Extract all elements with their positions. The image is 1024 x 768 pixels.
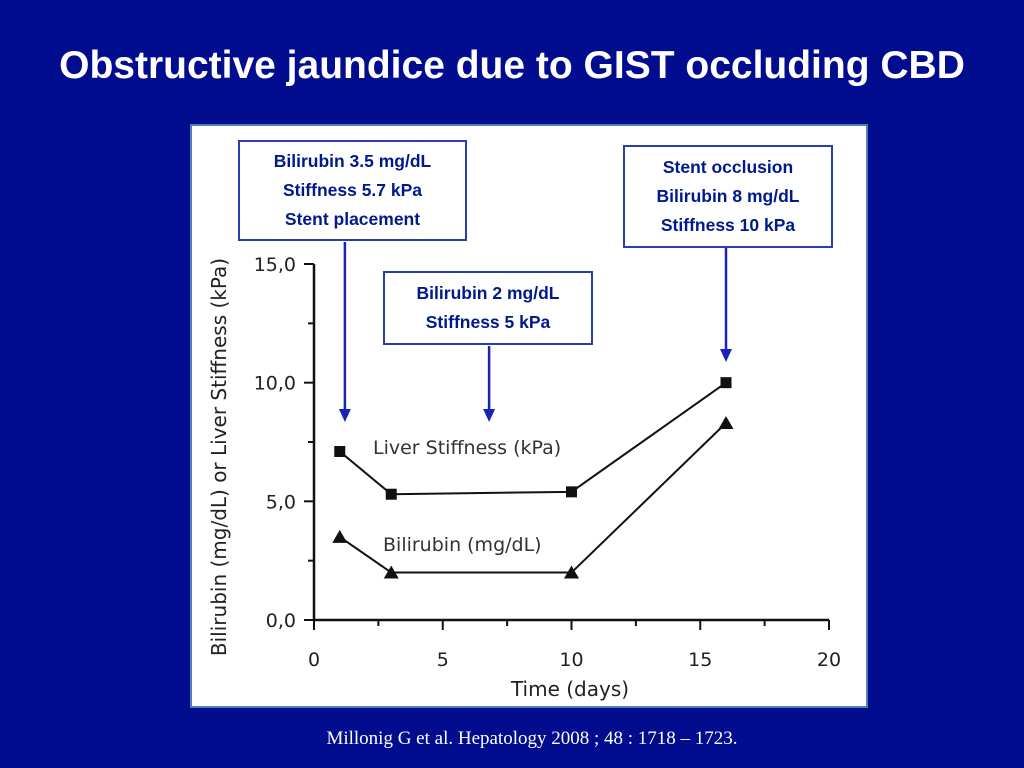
data-point-triangle xyxy=(332,529,348,543)
x-tick-label: 5 xyxy=(437,649,449,671)
series-label: Liver Stiffness (kPa) xyxy=(373,437,561,459)
x-tick-label: 20 xyxy=(817,649,841,671)
slide-title: Obstructive jaundice due to GIST occludi… xyxy=(59,44,965,87)
data-point-square xyxy=(334,445,346,457)
data-point-triangle xyxy=(718,416,734,430)
callout-line: Bilirubin 8 mg/dL xyxy=(656,186,800,206)
series-line xyxy=(339,422,727,574)
data-point-square xyxy=(385,488,397,500)
callout-stent-occlusion: Stent occlusion Bilirubin 8 mg/dL Stiffn… xyxy=(623,145,833,248)
data-point-square xyxy=(720,377,732,389)
x-axis-label: Time (days) xyxy=(510,677,629,701)
data-point-square xyxy=(566,486,577,498)
callout-line: Stent placement xyxy=(284,209,421,229)
callout-line: Stiffness 10 kPa xyxy=(660,215,796,235)
y-axis-label: Bilirubin (mg/dL) or Liver Stiffness (kP… xyxy=(207,258,231,656)
citation: Millonig G et al. Hepatology 2008 ; 48 :… xyxy=(326,728,738,749)
callout-line: Stiffness 5.7 kPa xyxy=(282,180,423,200)
callout-line: Stent occlusion xyxy=(662,157,794,177)
callout-arrow-head xyxy=(338,409,351,422)
callout-arrow-head xyxy=(720,349,732,362)
callout-day-7: Bilirubin 2 mg/dL Stiffness 5 kPa xyxy=(383,271,593,345)
series-label: Bilirubin (mg/dL) xyxy=(383,534,542,556)
x-tick-label: 10 xyxy=(559,649,583,671)
line-chart: 0,0 5,0 10,0 15,0 0 5 10 15 20 Time (days) Bilirub… xyxy=(207,242,841,701)
data-point-triangle xyxy=(564,565,579,579)
callout-line: Bilirubin 3.5 mg/dL xyxy=(273,151,432,171)
series-line xyxy=(339,381,727,496)
y-tick-label: 0,0 xyxy=(266,610,296,632)
y-tick-label: 15,0 xyxy=(254,254,296,276)
callout-stent-placement: Bilirubin 3.5 mg/dL Stiffness 5.7 kPa St… xyxy=(238,140,467,241)
y-tick-label: 10,0 xyxy=(254,373,296,395)
callout-line: Stiffness 5 kPa xyxy=(425,312,551,332)
callout-arrow-head xyxy=(483,409,496,422)
x-tick-label: 0 xyxy=(308,649,320,671)
x-tick-label: 15 xyxy=(688,649,712,671)
y-tick-label: 5,0 xyxy=(266,491,296,513)
data-point-triangle xyxy=(383,565,399,579)
callout-line: Bilirubin 2 mg/dL xyxy=(416,283,560,303)
